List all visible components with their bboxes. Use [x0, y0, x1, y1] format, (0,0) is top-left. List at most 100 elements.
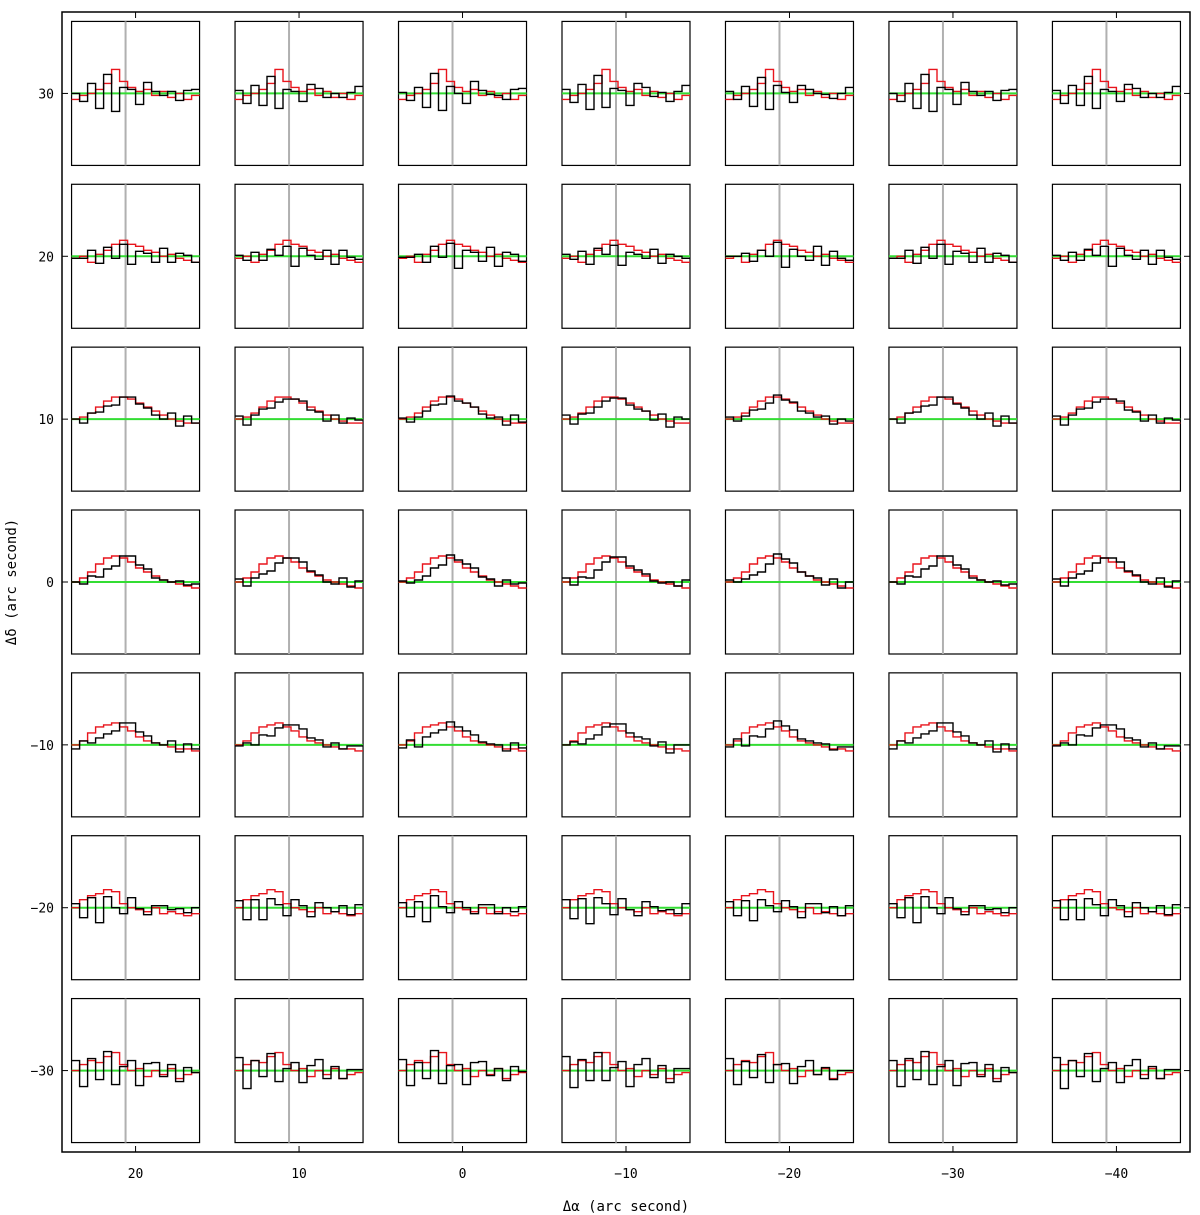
panel-black-spectrum [889, 243, 1017, 265]
panel-black-spectrum [562, 74, 690, 111]
panel-black-spectrum [398, 554, 527, 587]
spectrum-panel [1051, 346, 1182, 492]
x-axis-label: Δα (arc second) [563, 1199, 689, 1215]
x-tick-label: −40 [1105, 1167, 1128, 1182]
x-tick-label: −30 [941, 1167, 964, 1182]
spectrum-panel [397, 20, 528, 167]
spectrum-panel [724, 672, 855, 818]
spectrum-panel [1051, 672, 1182, 818]
spectrum-panel [561, 20, 691, 167]
spectrum-panel [397, 835, 528, 981]
y-tick-label: 10 [38, 413, 54, 428]
spectrum-panel [1051, 183, 1182, 329]
spectrum-panel [234, 835, 364, 981]
x-tick-label: 20 [128, 1167, 144, 1182]
spectrum-panel [397, 997, 528, 1144]
panel-black-spectrum [1052, 398, 1181, 426]
panel-black-spectrum [725, 1053, 854, 1086]
spectrum-panel [70, 509, 201, 655]
panel-black-spectrum [235, 245, 363, 267]
panel-black-spectrum [398, 895, 527, 923]
spectrum-panel [1051, 997, 1182, 1144]
spectrum-panel [234, 509, 364, 655]
panel-black-spectrum [1052, 245, 1181, 267]
spectrum-panel [561, 509, 691, 655]
spectrum-panel [888, 509, 1018, 655]
panel-black-spectrum [1052, 557, 1181, 588]
spectrum-panel [888, 20, 1018, 167]
panel-black-spectrum [235, 1052, 363, 1090]
panel-black-spectrum [725, 720, 854, 751]
panel-black-spectrum [398, 395, 527, 426]
panel-black-spectrum [889, 896, 1017, 924]
x-tick-label: −10 [614, 1167, 637, 1182]
panel-black-spectrum [562, 556, 690, 587]
spectrum-panel [1051, 835, 1182, 981]
panel-black-spectrum [235, 398, 363, 426]
spectrum-panels [70, 20, 1182, 1144]
spectrum-panel [724, 346, 855, 492]
panel-black-spectrum [725, 241, 854, 268]
panel-black-spectrum [562, 723, 690, 754]
spectrum-panel [724, 835, 855, 981]
x-tick-label: 10 [291, 1167, 307, 1182]
panel-black-spectrum [71, 1050, 200, 1088]
panel-black-spectrum [71, 555, 200, 586]
spectrum-panel [70, 20, 201, 167]
spectrum-panel [1051, 509, 1182, 655]
panel-black-spectrum [71, 243, 200, 265]
panel-black-spectrum [71, 73, 200, 113]
panel-black-spectrum [1052, 898, 1181, 921]
y-tick-label: −30 [31, 1065, 54, 1080]
spectrum-panel [70, 997, 201, 1144]
panel-black-spectrum [235, 75, 363, 110]
panel-black-spectrum [1052, 75, 1181, 110]
y-tick-label: 30 [38, 87, 54, 102]
panel-black-spectrum [398, 721, 527, 752]
panel-black-spectrum [235, 898, 363, 921]
spectrum-panel [397, 346, 528, 492]
panel-black-spectrum [725, 394, 854, 425]
spectrum-panel [70, 672, 201, 818]
axes: 20 10 0 −10 −20 −30 −40 30 20 10 0 −10 −20 −30 [31, 12, 1190, 1182]
spectrum-panel [234, 346, 364, 492]
spectrum-panel [234, 20, 364, 167]
x-tick-label: 0 [459, 1167, 467, 1182]
panel-black-spectrum [235, 557, 363, 588]
spectrum-panel [561, 997, 691, 1144]
panel-black-spectrum [1052, 724, 1181, 750]
panel-black-spectrum [889, 396, 1017, 427]
spectrum-panel [724, 509, 855, 655]
spectrum-panel [561, 346, 691, 492]
panel-black-spectrum [562, 244, 690, 266]
spectrum-panel [888, 183, 1018, 329]
panel-black-spectrum [398, 1049, 527, 1087]
y-axis-label: Δδ (arc second) [4, 519, 20, 645]
spectrum-panel [397, 672, 528, 818]
panel-black-spectrum [398, 242, 527, 269]
spectrum-panel [888, 835, 1018, 981]
x-tick-label: −20 [778, 1167, 801, 1182]
y-tick-label: −10 [31, 739, 54, 754]
panel-black-spectrum [562, 897, 690, 925]
spectrum-panel [70, 835, 201, 981]
spectrum-panel [234, 183, 364, 329]
y-tick-label: −20 [31, 902, 54, 917]
panel-black-spectrum [71, 896, 200, 924]
panel-black-spectrum [889, 1050, 1017, 1088]
panel-black-spectrum [889, 555, 1017, 586]
spectrum-panel [888, 346, 1018, 492]
panel-red-spectrum [1052, 889, 1181, 917]
spectrum-panel [397, 509, 528, 655]
panel-black-spectrum [235, 724, 363, 750]
panel-black-spectrum [562, 397, 690, 428]
panel-black-spectrum [1052, 1052, 1181, 1090]
spectrum-panel [234, 672, 364, 818]
spectrum-panel [397, 183, 528, 329]
spectrum-panel [724, 20, 855, 167]
spectrum-panel [1051, 20, 1182, 167]
spectrum-panel [234, 997, 364, 1144]
panel-black-spectrum [889, 722, 1017, 753]
panel-black-spectrum [562, 1051, 690, 1089]
